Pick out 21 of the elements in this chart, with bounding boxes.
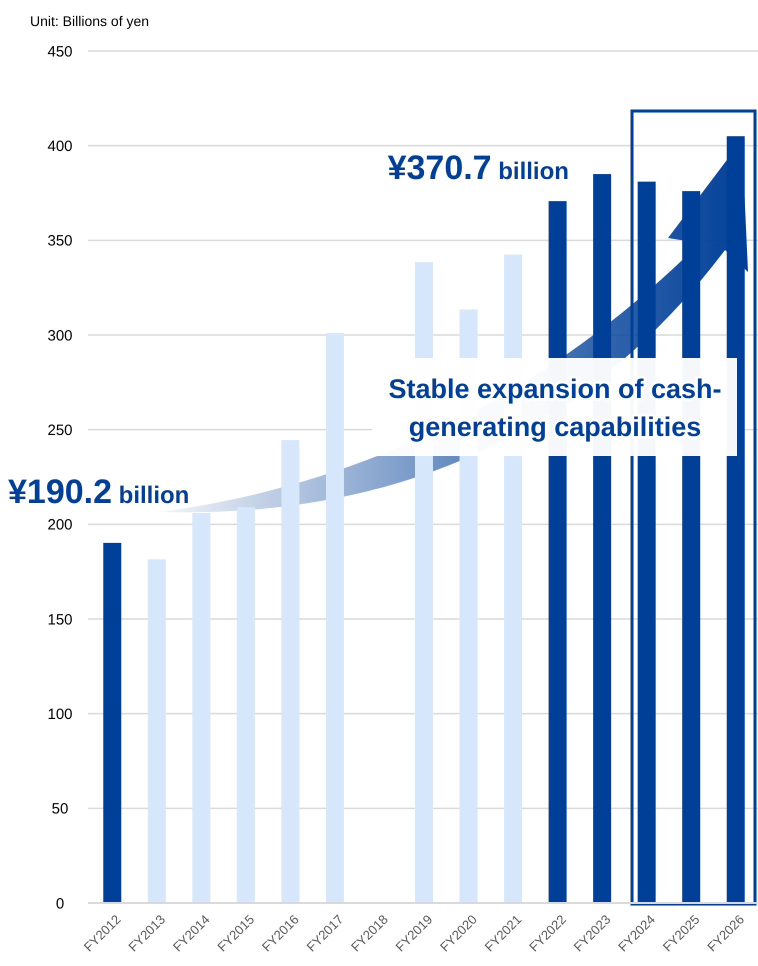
bar [326, 333, 344, 903]
y-tick-label: 0 [56, 895, 64, 912]
bar [726, 136, 745, 903]
y-tick-label: 400 [47, 138, 73, 155]
y-tick-label: 250 [47, 422, 73, 439]
annotation: ¥370.7 billion [388, 149, 569, 188]
bar [281, 440, 300, 903]
y-tick-label: 300 [47, 327, 73, 344]
bar [103, 542, 122, 903]
bar [148, 559, 166, 903]
y-tick-label: 200 [47, 516, 73, 534]
y-tick-label: 350 [47, 232, 73, 250]
y-tick-label: 100 [47, 706, 73, 723]
annotation: ¥190.2 billion [8, 472, 190, 511]
y-tick-label: 150 [47, 611, 73, 628]
y-tick-label: 450 [47, 43, 73, 60]
bar [236, 507, 255, 903]
bar [192, 512, 210, 903]
y-tick-label: 50 [52, 800, 68, 818]
annotation: Stable expansion of cash-generating capabilities [388, 374, 722, 442]
y-axis-title: Unit: Billions of yen [30, 13, 150, 29]
